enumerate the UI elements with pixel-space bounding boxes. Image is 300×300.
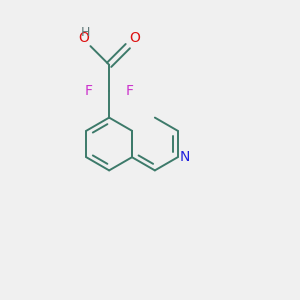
Text: O: O	[129, 31, 140, 45]
Text: H: H	[80, 26, 90, 39]
Text: F: F	[125, 84, 134, 98]
Text: F: F	[85, 84, 93, 98]
Text: O: O	[79, 31, 90, 45]
Text: N: N	[179, 150, 190, 164]
